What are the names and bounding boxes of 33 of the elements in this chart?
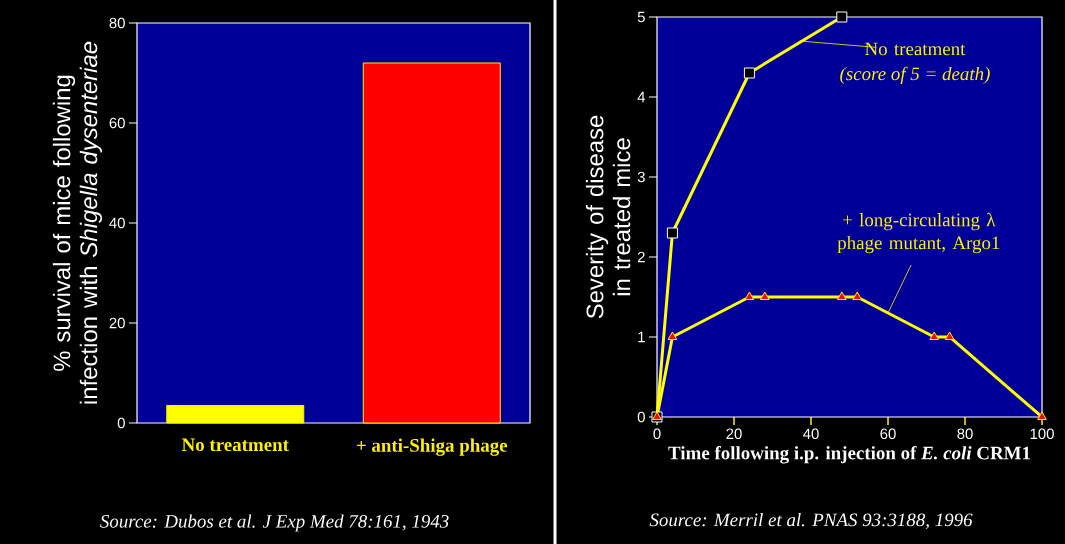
point bbox=[667, 331, 678, 340]
y-tick-label: 1 bbox=[638, 331, 645, 343]
point bbox=[944, 331, 955, 340]
text: + long-circulating λ phage mutant, Argo1 bbox=[837, 212, 1000, 254]
x-tick-label: 80 bbox=[957, 428, 973, 440]
source-note: Source: Merril et al. PNAS 93:3188, 1996 bbox=[649, 512, 973, 529]
point bbox=[759, 291, 770, 300]
point bbox=[744, 291, 755, 300]
point bbox=[836, 291, 847, 300]
y-tick-label: 80 bbox=[109, 17, 125, 29]
point bbox=[929, 331, 940, 340]
point bbox=[852, 291, 863, 300]
y-tick-label: 2 bbox=[637, 251, 645, 263]
y-tick-label: 20 bbox=[109, 317, 125, 329]
x-tick-label: 60 bbox=[880, 428, 896, 440]
y-tick-label: 60 bbox=[109, 117, 125, 129]
y-tick-label: 0 bbox=[117, 417, 125, 429]
y-tick-label: 5 bbox=[637, 11, 645, 23]
y-tick-label: 0 bbox=[637, 411, 645, 423]
source-note: Source: Dubos et al. J Exp Med 78:161, 1943 bbox=[100, 514, 449, 532]
x-tick-label: + anti-Shiga phage bbox=[356, 438, 508, 456]
y-tick-label: 3 bbox=[637, 171, 645, 183]
y-tick-label: 4 bbox=[637, 91, 646, 103]
x-tick-label: 40 bbox=[803, 428, 819, 440]
x-tick-label: 0 bbox=[653, 428, 661, 440]
y-axis-title: Severity of disease in treated mice bbox=[585, 115, 631, 319]
x-axis-title: Time following i.p. injection of E. coli CRM1 bbox=[668, 445, 1031, 464]
x-tick-label: 100 bbox=[1030, 428, 1054, 440]
point bbox=[1037, 411, 1047, 420]
y-tick-label: 40 bbox=[109, 217, 125, 229]
series-label: No treatment bbox=[865, 42, 966, 56]
x-tick-label: 20 bbox=[726, 428, 742, 440]
annotation: (score of 5 = death) bbox=[840, 66, 990, 85]
